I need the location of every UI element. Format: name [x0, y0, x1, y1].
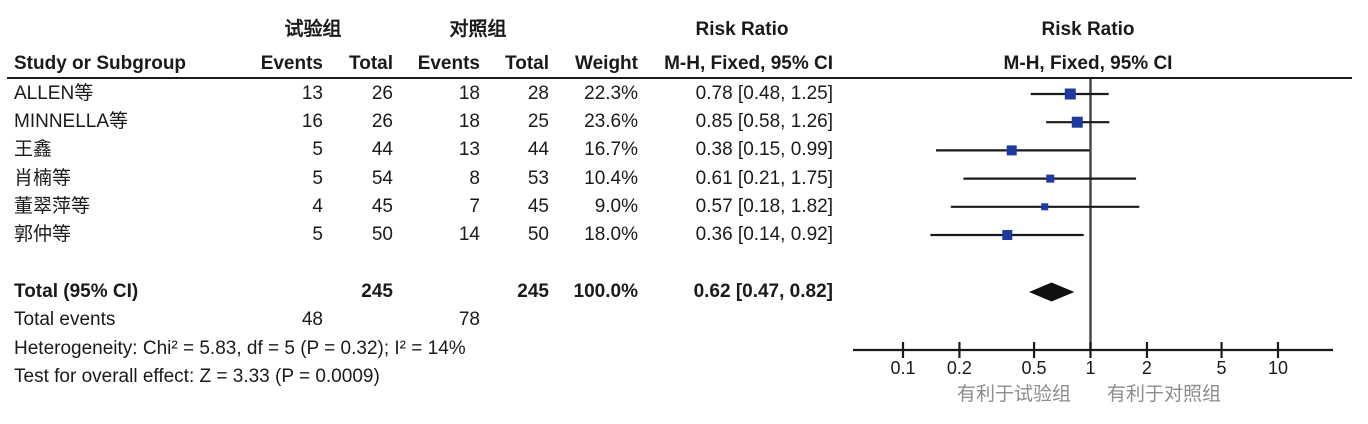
exp-total-value: 54	[371, 167, 393, 189]
ctrl-events-value: 18	[458, 111, 480, 133]
exp-total-value: 50	[371, 224, 393, 245]
ci-label-value: 0.57 [0.18, 1.82]	[695, 195, 833, 217]
effect-marker	[1002, 230, 1013, 240]
overall-effect-text: Test for overall effect: Z = 3.33 (P = 0…	[14, 366, 380, 387]
exp-events-value: 5	[312, 224, 323, 245]
ctrl-total-value: 50	[527, 224, 549, 245]
exp-events-column-header: Events	[260, 53, 323, 74]
overall-effect-row: Test for overall effect: Z = 3.33 (P = 0…	[0, 363, 1368, 391]
study-name: 郭仲等	[14, 224, 72, 245]
effect-marker	[1046, 174, 1055, 183]
ctrl-total-value: 25	[527, 111, 549, 133]
weight-value: 22.3%	[584, 83, 638, 104]
effect-marker	[1064, 88, 1076, 100]
summary-diamond	[1029, 282, 1075, 302]
exp-events-value: 13	[301, 83, 323, 104]
study-name: ALLEN等	[14, 83, 94, 104]
column-header-row: Study or Subgroup Events Total Events To…	[0, 50, 1368, 78]
ctrl-events-value: 8	[469, 167, 480, 189]
ci-label-value: 0.38 [0.15, 0.99]	[695, 139, 833, 161]
exp-total-value: 44	[371, 139, 393, 161]
ctrl-events-value: 7	[469, 195, 480, 217]
favours-right-label: 有利于对照组	[1107, 383, 1221, 405]
ctrl-events-value: 13	[458, 139, 480, 161]
effect-marker	[1041, 203, 1049, 211]
effect-marker	[1006, 145, 1017, 156]
ctrl-total-column-header: Total	[505, 53, 549, 74]
weight-value: 9.0%	[594, 195, 638, 217]
exp-events-value: 5	[312, 139, 323, 161]
effect-marker	[1071, 116, 1083, 128]
study-row: ALLEN等 13 26 18 28 22.3% 0.78 [0.48, 1.25]	[0, 80, 1368, 108]
total-events-experimental: 48	[301, 309, 323, 330]
ctrl-events-value: 14	[458, 224, 480, 245]
header-rule	[7, 77, 1352, 79]
heterogeneity-text: Heterogeneity: Chi² = 5.83, df = 5 (P = …	[14, 338, 466, 359]
total-row: Total (95% CI) 245 245 100.0% 0.62 [0.47…	[0, 278, 1368, 306]
exp-total-column-header: Total	[349, 53, 393, 74]
axis-tick-label: 10	[1268, 358, 1288, 378]
weight-value: 18.0%	[584, 224, 638, 245]
ci-label-value: 0.61 [0.21, 1.75]	[695, 167, 833, 189]
study-name: 肖楠等	[14, 167, 72, 189]
ci-label-value: 0.85 [0.58, 1.26]	[695, 111, 833, 133]
method-ci-plot-header: M-H, Fixed, 95% CI	[1003, 53, 1173, 74]
total-events-label: Total events	[14, 309, 116, 330]
heterogeneity-row: Heterogeneity: Chi² = 5.83, df = 5 (P = …	[0, 335, 1368, 363]
ctrl-total-value: 45	[527, 195, 549, 217]
experimental-group-header: 试验组	[284, 19, 342, 40]
exp-events-value: 4	[312, 195, 323, 217]
total-exp-total: 245	[361, 281, 393, 302]
control-group-header: 对照组	[449, 19, 507, 40]
favours-left-label: 有利于试验组	[957, 383, 1071, 405]
axis-tick-label: 0.5	[1022, 358, 1047, 378]
axis-tick-label: 0.2	[947, 358, 972, 378]
study-row: 王鑫 5 44 13 44 16.7% 0.38 [0.15, 0.99]	[0, 136, 1368, 164]
total-label: Total (95% CI)	[14, 281, 139, 302]
weight-value: 10.4%	[584, 167, 638, 189]
total-ci-label: 0.62 [0.47, 0.82]	[693, 281, 833, 302]
ctrl-events-value: 18	[458, 83, 480, 104]
axis-tick-label: 1	[1085, 358, 1095, 378]
risk-ratio-plot-header: Risk Ratio	[1041, 19, 1135, 40]
risk-ratio-column-header: Risk Ratio	[695, 19, 789, 40]
study-name: 王鑫	[14, 139, 53, 161]
total-events-row: Total events 48 78	[0, 306, 1368, 334]
weight-value: 23.6%	[584, 111, 638, 133]
exp-events-value: 16	[301, 111, 323, 133]
ci-label-value: 0.78 [0.48, 1.25]	[695, 83, 833, 104]
weight-column-header: Weight	[575, 53, 638, 74]
exp-total-value: 45	[371, 195, 393, 217]
group-header-row: 试验组 对照组 Risk Ratio Risk Ratio	[0, 16, 1368, 44]
study-row: 肖楠等 5 54 8 53 10.4% 0.61 [0.21, 1.75]	[0, 165, 1368, 193]
ctrl-events-column-header: Events	[417, 53, 480, 74]
study-column-header: Study or Subgroup	[14, 53, 187, 74]
weight-value: 16.7%	[584, 139, 638, 161]
total-weight: 100.0%	[573, 281, 638, 302]
study-name: 董翠萍等	[14, 195, 91, 217]
axis-tick-label: 5	[1217, 358, 1227, 378]
ctrl-total-value: 53	[527, 167, 549, 189]
study-name: MINNELLA等	[14, 111, 129, 133]
axis-tick-label: 2	[1142, 358, 1152, 378]
total-events-control: 78	[458, 309, 480, 330]
ctrl-total-value: 28	[527, 83, 549, 104]
axis-tick-label: 0.1	[890, 358, 915, 378]
total-ctrl-total: 245	[517, 281, 549, 302]
ctrl-total-value: 44	[527, 139, 549, 161]
study-row: 董翠萍等 4 45 7 45 9.0% 0.57 [0.18, 1.82]	[0, 193, 1368, 221]
exp-total-value: 26	[371, 83, 393, 104]
ci-label-value: 0.36 [0.14, 0.92]	[695, 224, 833, 245]
study-row: MINNELLA等 16 26 18 25 23.6% 0.85 [0.58, 1.26]	[0, 108, 1368, 136]
method-ci-column-header: M-H, Fixed, 95% CI	[664, 53, 833, 74]
study-row: 郭仲等 5 50 14 50 18.0% 0.36 [0.14, 0.92]	[0, 221, 1368, 249]
exp-events-value: 5	[312, 167, 323, 189]
exp-total-value: 26	[371, 111, 393, 133]
